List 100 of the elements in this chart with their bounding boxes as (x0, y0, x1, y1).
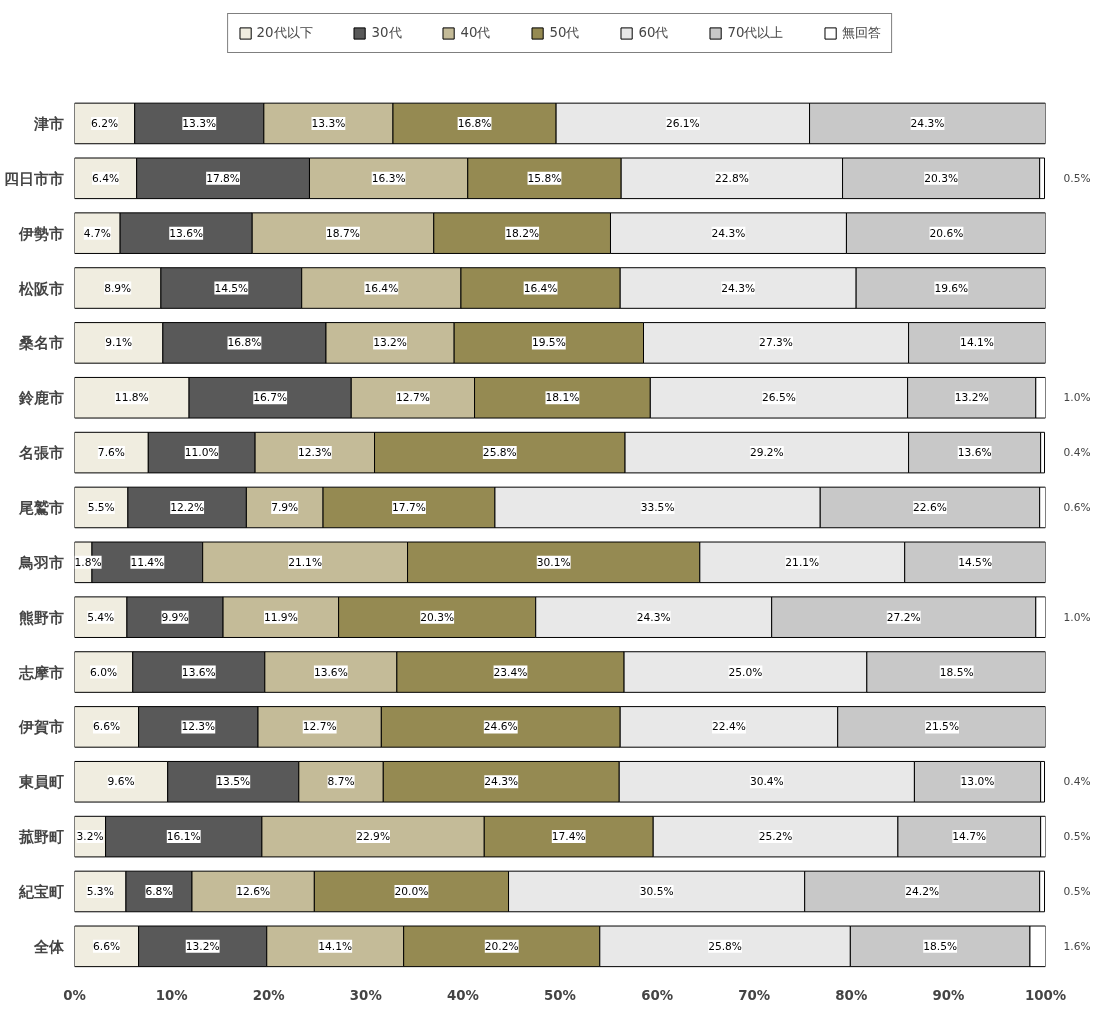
data-label: 24.3% (910, 116, 945, 130)
data-label: 13.6% (181, 665, 216, 679)
y-tick-label: 伊勢市 (17, 224, 64, 242)
data-label: 16.8% (227, 336, 262, 350)
legend-label: 60代 (638, 24, 669, 42)
data-label: 6.6% (93, 939, 121, 953)
x-tick-label: 100% (1024, 987, 1067, 1003)
data-label: 22.9% (356, 830, 391, 844)
data-label: 12.7% (302, 720, 337, 734)
data-label: 12.6% (236, 884, 271, 898)
data-label: 14.1% (318, 939, 353, 953)
data-label: 6.0% (90, 665, 118, 679)
data-label: 15.8% (527, 171, 562, 185)
data-label: 14.5% (958, 555, 993, 569)
data-label: 9.1% (105, 336, 133, 350)
data-label: 19.6% (934, 281, 969, 295)
data-label: 24.3% (711, 226, 746, 240)
data-label: 5.5% (87, 500, 115, 514)
y-tick-label: 名張市 (17, 444, 64, 462)
y-tick-label: 桑名市 (17, 334, 64, 352)
data-label: 19.5% (531, 336, 566, 350)
data-label: 20.0% (394, 884, 429, 898)
data-label: 24.2% (905, 884, 940, 898)
data-label: 18.2% (505, 226, 540, 240)
data-label: 21.5% (925, 720, 960, 734)
data-label: 17.8% (206, 171, 240, 185)
data-label: 0.4% (1063, 775, 1091, 789)
data-label: 16.4% (523, 281, 558, 295)
data-label: 18.5% (923, 939, 958, 953)
data-label: 20.2% (484, 939, 519, 953)
y-tick-label: 熊野市 (18, 608, 64, 626)
data-label: 13.2% (954, 391, 989, 405)
data-label: 18.7% (326, 226, 360, 240)
data-label: 14.5% (214, 281, 249, 295)
data-label: 26.1% (665, 116, 700, 130)
data-label: 23.4% (493, 665, 528, 679)
data-label: 13.6% (169, 226, 204, 240)
data-label: 30.1% (536, 555, 571, 569)
data-label: 20.3% (924, 171, 959, 185)
y-tick-label: 東員町 (17, 773, 64, 791)
y-tick-label: 全体 (32, 937, 65, 955)
y-tick-label: 菰野町 (17, 828, 64, 846)
data-label: 13.3% (182, 116, 217, 130)
data-label: 13.2% (373, 336, 408, 350)
data-label: 6.8% (145, 884, 173, 898)
data-label: 22.4% (712, 720, 746, 734)
data-label: 0.4% (1063, 446, 1091, 460)
data-label: 3.2% (76, 830, 104, 844)
x-tick-label: 30% (349, 987, 382, 1003)
data-label: 27.2% (886, 610, 921, 624)
data-label: 9.9% (161, 610, 189, 624)
data-label: 0.5% (1063, 830, 1091, 844)
data-label: 25.8% (708, 939, 742, 953)
x-tick-label: 0% (63, 987, 86, 1003)
y-tick-label: 松阪市 (17, 279, 64, 297)
data-label: 16.4% (364, 281, 399, 295)
data-label: 24.6% (483, 720, 518, 734)
data-label: 11.0% (184, 446, 219, 460)
data-label: 8.7% (327, 775, 355, 789)
y-tick-label: 津市 (32, 114, 64, 132)
data-label: 11.4% (130, 555, 165, 569)
data-label: 12.3% (297, 446, 332, 460)
x-tick-label: 90% (932, 987, 965, 1003)
x-tick-label: 40% (446, 987, 479, 1003)
data-label: 17.4% (551, 830, 586, 844)
data-label: 22.6% (913, 500, 947, 514)
x-tick-label: 10% (155, 987, 188, 1003)
data-label: 21.1% (288, 555, 323, 569)
data-label: 6.6% (93, 720, 121, 734)
data-label: 26.5% (762, 391, 796, 405)
data-label: 1.8% (74, 555, 102, 569)
data-label: 25.0% (728, 665, 763, 679)
data-label: 14.1% (960, 336, 994, 350)
data-label: 6.4% (92, 171, 120, 185)
data-label: 25.2% (758, 830, 793, 844)
data-label: 17.7% (392, 500, 426, 514)
data-label: 25.8% (482, 446, 517, 460)
data-label: 16.7% (253, 391, 288, 405)
data-label: 20.6% (929, 226, 964, 240)
y-tick-label: 四日市市 (3, 169, 64, 187)
data-label: 24.3% (484, 775, 519, 789)
data-label: 29.2% (749, 446, 784, 460)
x-tick-label: 80% (835, 987, 868, 1003)
data-label: 24.3% (721, 281, 756, 295)
y-tick-label: 伊賀市 (17, 718, 64, 737)
legend-label: 50代 (549, 24, 580, 42)
data-label: 0.5% (1063, 884, 1091, 898)
data-label: 8.9% (104, 281, 132, 295)
data-label: 14.7% (952, 830, 987, 844)
data-label: 30.4% (749, 775, 784, 789)
legend-label: 40代 (460, 24, 491, 42)
x-tick-label: 70% (738, 987, 771, 1003)
data-label: 4.7% (83, 226, 111, 240)
data-label: 12.2% (170, 500, 205, 514)
data-label: 1.6% (1063, 939, 1091, 953)
data-label: 0.5% (1063, 171, 1091, 185)
legend-label: 30代 (371, 24, 402, 42)
data-label: 13.0% (960, 775, 995, 789)
data-label: 9.6% (107, 775, 135, 789)
legend-label: 20代以下 (256, 24, 313, 42)
